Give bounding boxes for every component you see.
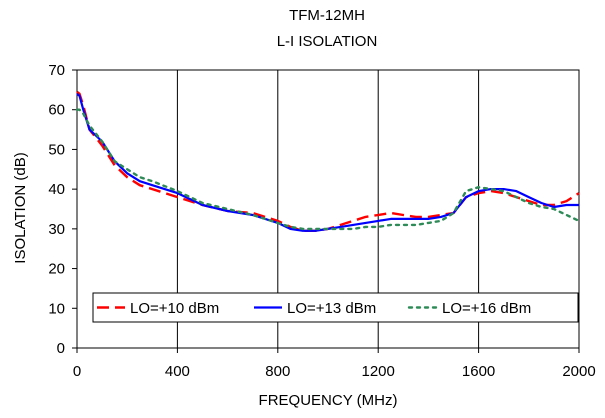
y-tick-label: 10 — [48, 300, 65, 317]
chart-subtitle: L-I ISOLATION — [277, 33, 378, 50]
x-tick-label: 400 — [165, 363, 190, 380]
y-tick-label: 30 — [48, 221, 65, 238]
series-line-3 — [75, 108, 581, 231]
x-tick-label: 1200 — [362, 363, 395, 380]
legend-box — [92, 292, 579, 323]
chart-title: TFM-12MH — [289, 7, 365, 24]
x-axis-label: FREQUENCY (MHz) — [259, 392, 398, 409]
x-tick-label: 1600 — [462, 363, 495, 380]
y-tick-label: 60 — [48, 102, 65, 119]
x-tick-label: 800 — [265, 363, 290, 380]
legend: LO=+10 dBm LO=+13 dBm LO=+16 dBm — [92, 292, 579, 323]
axis-ticks: 0 400 800 1200 1600 2000 0 10 20 30 40 50 60 70 — [48, 62, 595, 380]
y-tick-label: 40 — [48, 181, 65, 198]
legend-label: LO=+10 dBm — [130, 300, 219, 317]
series-line-2 — [76, 92, 579, 232]
y-tick-label: 70 — [48, 62, 65, 79]
x-tick-label: 2000 — [562, 363, 595, 380]
series-line-1 — [76, 90, 580, 232]
legend-label: LO=+13 dBm — [287, 300, 376, 317]
x-tick-label: 0 — [73, 363, 81, 380]
y-tick-label: 50 — [48, 141, 65, 158]
y-tick-label: 20 — [48, 261, 65, 278]
y-axis-label: ISOLATION (dB) — [12, 152, 29, 263]
y-tick-label: 0 — [57, 340, 65, 357]
legend-label: LO=+16 dBm — [442, 300, 531, 317]
series-lines — [75, 90, 581, 232]
